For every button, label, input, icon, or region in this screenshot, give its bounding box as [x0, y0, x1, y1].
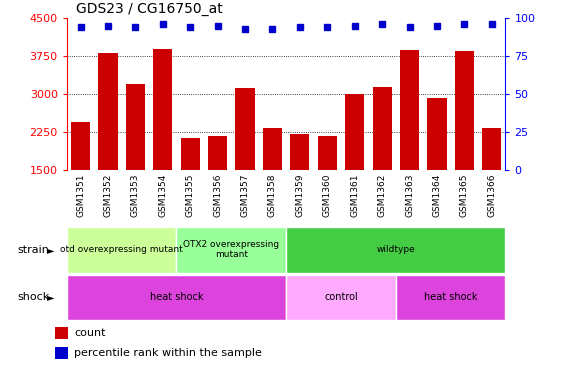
Bar	[67, 227, 177, 273]
Text: GSM1360: GSM1360	[323, 173, 332, 217]
Text: GSM1364: GSM1364	[432, 173, 442, 217]
Bar	[71, 122, 90, 170]
Text: heat shock: heat shock	[424, 292, 478, 302]
Text: GSM1357: GSM1357	[241, 173, 249, 217]
Bar	[318, 136, 337, 170]
Text: ►: ►	[46, 245, 54, 255]
Text: count: count	[74, 328, 106, 338]
Bar	[125, 84, 145, 170]
Bar	[177, 227, 286, 273]
Text: GDS23 / CG16750_at: GDS23 / CG16750_at	[76, 2, 223, 16]
Bar	[208, 136, 227, 170]
Bar	[482, 128, 501, 170]
Bar	[55, 347, 69, 359]
Bar	[235, 88, 254, 170]
Text: GSM1355: GSM1355	[186, 173, 195, 217]
Text: control: control	[324, 292, 358, 302]
Text: GSM1356: GSM1356	[213, 173, 222, 217]
Text: strain: strain	[17, 245, 49, 255]
Bar	[98, 53, 117, 170]
Text: GSM1354: GSM1354	[158, 173, 167, 217]
Text: OTX2 overexpressing
mutant: OTX2 overexpressing mutant	[183, 240, 279, 259]
Bar	[428, 98, 447, 170]
Text: GSM1358: GSM1358	[268, 173, 277, 217]
Text: heat shock: heat shock	[150, 292, 203, 302]
Text: ►: ►	[46, 292, 54, 302]
Text: GSM1366: GSM1366	[487, 173, 496, 217]
Bar	[181, 138, 200, 170]
Bar	[290, 134, 310, 170]
Bar	[345, 94, 364, 170]
Text: GSM1365: GSM1365	[460, 173, 469, 217]
Text: wildtype: wildtype	[376, 245, 415, 254]
Bar	[400, 50, 419, 170]
Text: shock: shock	[17, 292, 50, 302]
Bar	[455, 51, 474, 170]
Text: GSM1363: GSM1363	[405, 173, 414, 217]
Text: GSM1361: GSM1361	[350, 173, 359, 217]
Bar	[372, 87, 392, 170]
Bar	[153, 49, 173, 170]
Text: GSM1352: GSM1352	[103, 173, 113, 217]
Text: GSM1362: GSM1362	[378, 173, 386, 217]
Bar	[286, 227, 505, 273]
Bar	[396, 274, 505, 320]
Text: GSM1351: GSM1351	[76, 173, 85, 217]
Bar	[67, 274, 286, 320]
Text: percentile rank within the sample: percentile rank within the sample	[74, 348, 262, 358]
Bar	[286, 274, 396, 320]
Bar	[55, 327, 69, 339]
Text: GSM1359: GSM1359	[295, 173, 304, 217]
Text: GSM1353: GSM1353	[131, 173, 140, 217]
Bar	[263, 128, 282, 170]
Text: otd overexpressing mutant: otd overexpressing mutant	[60, 245, 183, 254]
